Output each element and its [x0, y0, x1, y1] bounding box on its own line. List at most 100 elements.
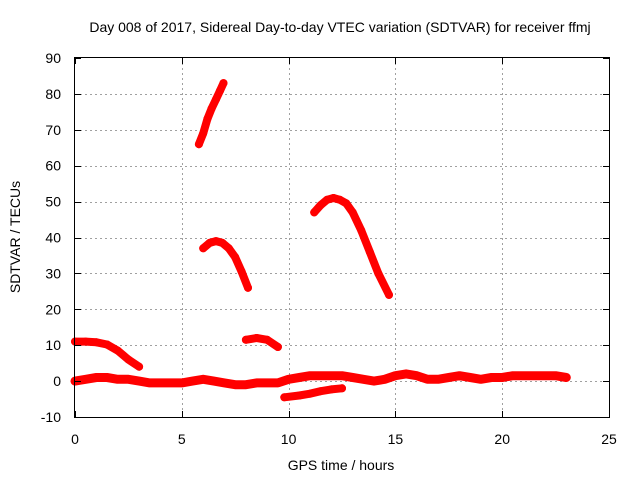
data-point: [380, 375, 389, 384]
data-point: [316, 371, 325, 380]
data-point: [145, 378, 154, 387]
data-point: [216, 86, 225, 95]
data-point: [357, 226, 366, 235]
data-point: [306, 389, 314, 398]
data-point: [385, 290, 393, 299]
data-point: [434, 375, 443, 384]
axis-ticks: 0 5 10 15 20 25 -10 0 10 20 30 40 50 60 70 80 90: [41, 50, 617, 447]
data-point: [327, 385, 336, 394]
data-point: [241, 380, 250, 389]
data-point: [295, 373, 304, 382]
data-point: [359, 375, 368, 384]
data-point: [241, 335, 250, 344]
data-point: [316, 387, 325, 396]
series-line: [241, 334, 282, 351]
series-arc-hump-38: [199, 237, 252, 292]
data-point: [487, 373, 496, 382]
data-point: [252, 378, 261, 387]
data-point: [306, 371, 314, 380]
data-point: [455, 371, 464, 380]
data-point: [342, 199, 351, 208]
data-point: [316, 201, 325, 210]
data-point: [391, 371, 400, 380]
data-point: [167, 378, 176, 387]
y-tick-label: 20: [45, 301, 61, 317]
data-point: [81, 375, 90, 384]
x-axis-label: GPS time / hours: [288, 457, 395, 473]
data-point: [135, 377, 144, 386]
data-point: [135, 362, 144, 371]
data-point: [207, 104, 216, 113]
x-tick-label: 10: [281, 431, 297, 447]
data-point: [370, 377, 378, 386]
data-point: [348, 373, 357, 382]
data-point: [310, 208, 319, 217]
data-point: [219, 79, 228, 88]
series-arc-negative: [280, 384, 346, 402]
data-point: [212, 95, 220, 104]
data-point: [231, 380, 240, 389]
data-point: [374, 269, 383, 278]
series-arc-peak-51: [310, 194, 393, 299]
data-point: [194, 140, 203, 149]
data-point: [335, 195, 344, 204]
data-point: [199, 244, 208, 253]
y-tick-label: 30: [45, 265, 61, 281]
data-point: [562, 373, 571, 382]
data-point: [444, 373, 453, 382]
x-tick-label: 5: [178, 431, 186, 447]
data-point: [476, 375, 485, 384]
data-point: [323, 195, 331, 204]
data-point: [348, 208, 357, 217]
data-point: [218, 238, 227, 247]
data-point: [92, 338, 101, 347]
series-arc-short-11: [241, 334, 282, 351]
data-point: [329, 194, 338, 202]
data-point: [280, 393, 289, 402]
x-tick-label: 25: [601, 431, 617, 447]
data-point: [188, 377, 197, 386]
data-point: [237, 267, 246, 276]
data-point: [199, 129, 208, 138]
data-point: [530, 371, 539, 380]
data-point: [519, 371, 528, 380]
data-point: [338, 371, 346, 380]
data-point: [295, 391, 304, 400]
data-point: [466, 373, 475, 382]
data-point: [113, 375, 122, 384]
data-point: [423, 375, 432, 384]
y-tick-label: 80: [45, 86, 61, 102]
plot-frame: [74, 57, 610, 418]
y-tick-label: -10: [41, 409, 61, 425]
data-point: [231, 253, 240, 262]
data-point: [540, 371, 549, 380]
y-tick-label: 50: [45, 194, 61, 210]
y-tick-label: 90: [45, 50, 61, 66]
data-point: [220, 378, 229, 387]
data-point: [498, 373, 507, 382]
data-point: [412, 371, 421, 380]
data-point: [263, 335, 272, 344]
data-point: [177, 378, 186, 387]
data-point: [338, 384, 346, 393]
data-point: [113, 346, 122, 355]
grid: [75, 58, 609, 417]
y-axis-label: SDTVAR / TECUs: [7, 181, 23, 293]
data-point: [402, 369, 411, 378]
y-tick-label: 0: [53, 373, 61, 389]
data-point: [156, 378, 165, 387]
x-tick-label: 20: [494, 431, 510, 447]
data-point: [508, 371, 517, 380]
data-point: [273, 343, 282, 351]
data-point: [92, 373, 101, 382]
data-point: [252, 334, 261, 342]
data-point: [273, 378, 282, 387]
data-point: [81, 337, 90, 346]
data-point: [284, 375, 293, 384]
y-tick-label: 60: [45, 158, 61, 174]
data-point: [124, 355, 133, 364]
data-point: [103, 373, 111, 382]
data-series: [70, 79, 571, 402]
y-tick-label: 70: [45, 122, 61, 138]
